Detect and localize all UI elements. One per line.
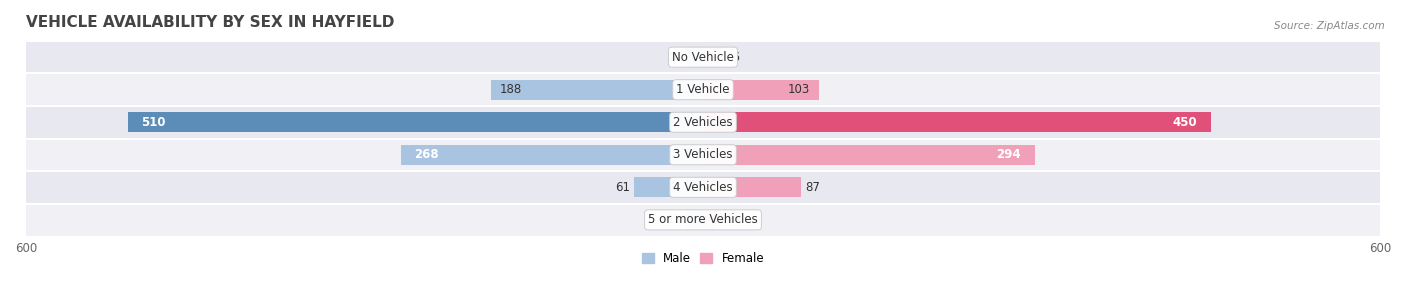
Text: 15: 15 (666, 213, 682, 226)
Bar (703, 210, 716, 230)
Text: 5 or more Vehicles: 5 or more Vehicles (648, 213, 758, 226)
Text: 103: 103 (787, 83, 810, 96)
Bar (634, 177, 703, 197)
Text: 87: 87 (806, 181, 821, 194)
Text: 450: 450 (1173, 116, 1197, 129)
Legend: Male, Female: Male, Female (641, 252, 765, 265)
Bar (703, 112, 1211, 132)
Bar (27, 171, 1379, 203)
Text: 294: 294 (997, 148, 1021, 161)
Bar (27, 203, 1379, 236)
Text: 510: 510 (141, 116, 166, 129)
Bar (27, 106, 1379, 139)
Text: No Vehicle: No Vehicle (672, 51, 734, 64)
Text: Source: ZipAtlas.com: Source: ZipAtlas.com (1274, 21, 1385, 32)
Bar (703, 145, 1035, 165)
Text: 268: 268 (415, 148, 439, 161)
Text: 11: 11 (720, 213, 735, 226)
Bar (401, 145, 703, 165)
Text: 61: 61 (614, 181, 630, 194)
Bar (27, 41, 1379, 73)
Text: 2 Vehicles: 2 Vehicles (673, 116, 733, 129)
Bar (688, 47, 703, 67)
Bar (27, 139, 1379, 171)
Text: 16: 16 (725, 51, 741, 64)
Text: 4 Vehicles: 4 Vehicles (673, 181, 733, 194)
Text: 188: 188 (501, 83, 522, 96)
Text: 1 Vehicle: 1 Vehicle (676, 83, 730, 96)
Bar (686, 210, 703, 230)
Text: VEHICLE AVAILABILITY BY SEX IN HAYFIELD: VEHICLE AVAILABILITY BY SEX IN HAYFIELD (27, 15, 395, 30)
Bar (703, 47, 721, 67)
Bar (27, 73, 1379, 106)
Text: 3 Vehicles: 3 Vehicles (673, 148, 733, 161)
Bar (128, 112, 703, 132)
Bar (491, 80, 703, 100)
Text: 14: 14 (668, 51, 683, 64)
Bar (703, 177, 801, 197)
Bar (703, 80, 820, 100)
